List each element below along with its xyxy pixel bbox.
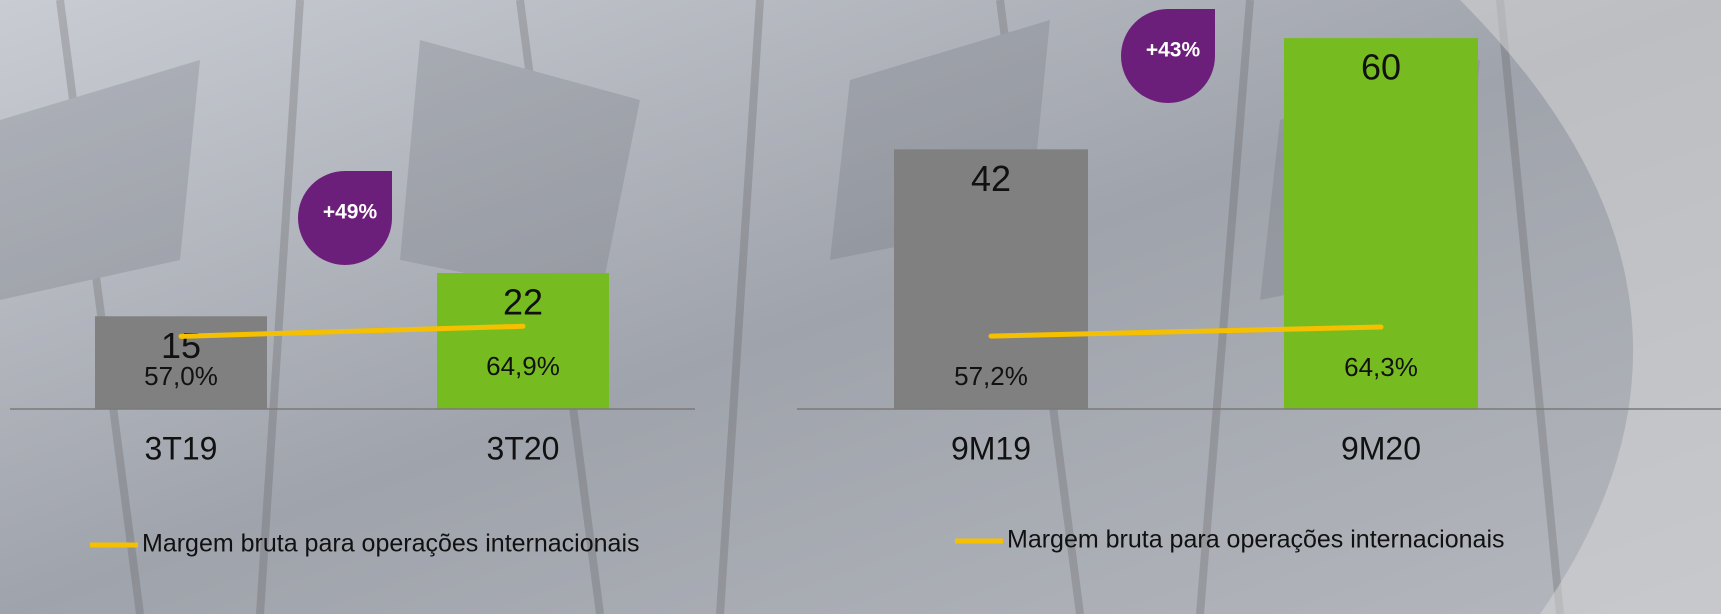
margin-label: 64,3% — [1344, 352, 1418, 382]
chart: 15 22 57,0% 64,9% Margem bruta para operaçõe… — [0, 0, 1721, 614]
x-tick-label: 3T20 — [487, 430, 560, 466]
growth-label: +49% — [323, 201, 378, 224]
growth-label: +43% — [1146, 39, 1201, 62]
bar-value-label: 15 — [161, 325, 201, 366]
bar-value-label: 60 — [1361, 47, 1401, 88]
legend-label: Margem bruta para operações internaciona… — [1007, 526, 1505, 554]
x-tick-label: 9M19 — [951, 430, 1031, 466]
legend-label: Margem bruta para operações internaciona… — [142, 530, 640, 558]
margin-label: 64,9% — [486, 351, 560, 381]
bar-value-label: 42 — [971, 158, 1011, 199]
x-tick-label: 9M20 — [1341, 430, 1421, 466]
x-tick-label: 3T19 — [145, 430, 218, 466]
bar-value-label: 22 — [503, 282, 543, 323]
margin-label: 57,2% — [954, 361, 1028, 391]
margin-label: 57,0% — [144, 361, 218, 391]
